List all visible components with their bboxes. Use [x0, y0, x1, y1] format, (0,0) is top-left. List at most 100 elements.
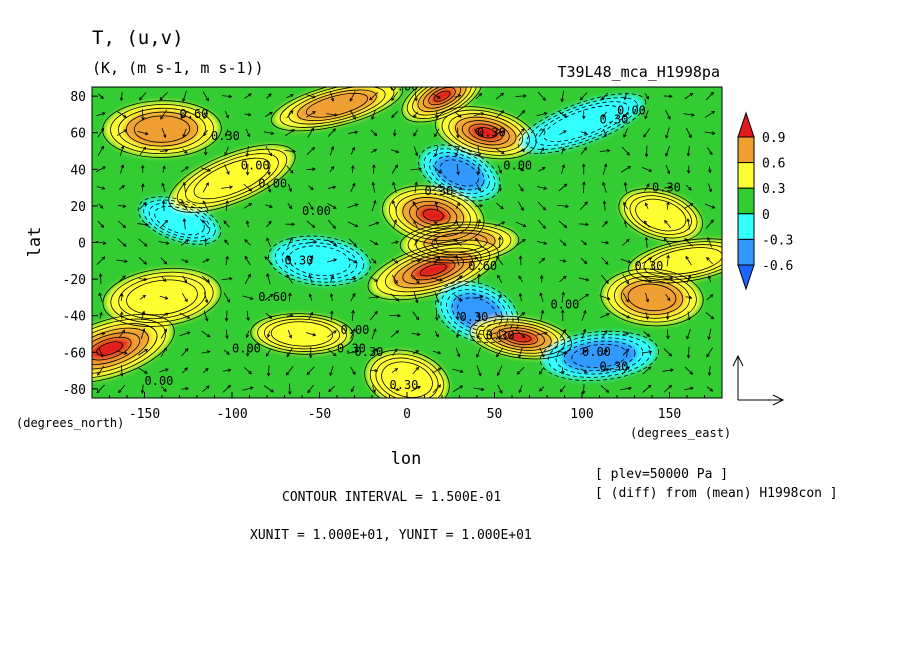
wind-vector [243, 203, 253, 209]
wind-vector [159, 92, 168, 101]
wind-vector [602, 220, 608, 228]
colorbar-top-arrow [737, 111, 755, 138]
wind-vector [266, 330, 271, 339]
wind-vector [560, 309, 565, 322]
wind-vector [558, 183, 568, 192]
wind-vector [203, 310, 209, 322]
wind-vector [622, 274, 630, 285]
wind-vector [141, 108, 145, 121]
wind-vector [120, 164, 125, 174]
wind-vector [137, 222, 149, 227]
wind-vector [686, 346, 691, 359]
wind-vector [518, 385, 523, 394]
wind-vector [599, 148, 611, 153]
wind-vector [391, 274, 398, 284]
wind-vector [267, 163, 271, 176]
contour-label: 0.30 [425, 184, 454, 198]
wind-vector [203, 237, 208, 247]
wind-vector [663, 348, 673, 357]
wind-vector [707, 328, 712, 341]
wind-vector [518, 346, 523, 359]
colorbar-swatch [737, 187, 755, 215]
wind-vector [350, 146, 355, 155]
wind-vector [708, 183, 713, 193]
wind-vector [305, 332, 317, 337]
contour-label: 0.60 [468, 259, 497, 273]
wind-vector [161, 199, 166, 212]
wind-vector [498, 236, 502, 249]
wind-vector [159, 368, 169, 373]
wind-vector [579, 201, 588, 211]
contour-ring [270, 87, 404, 132]
contour-label: 0.00 [302, 204, 331, 218]
wind-vector [602, 163, 608, 175]
wind-vector [96, 256, 106, 265]
wind-vector [392, 348, 398, 356]
wind-vector [494, 221, 506, 227]
wind-vector [644, 202, 649, 209]
wind-vector [288, 292, 292, 302]
wind-vector [413, 111, 419, 118]
wind-vector [537, 219, 546, 229]
wind-vector [137, 130, 149, 136]
wind-vector [160, 109, 168, 120]
wind-vector [286, 165, 294, 174]
wind-vector [684, 203, 694, 209]
wind-vector [621, 366, 630, 375]
wind-vector [476, 347, 481, 358]
wind-vector [687, 311, 691, 321]
contour-label: 0.00 [145, 374, 174, 388]
wind-vector [327, 128, 336, 137]
wind-vector [181, 200, 188, 211]
anomaly-center [252, 314, 352, 354]
contour-label: 0.30 [337, 341, 366, 355]
wind-vector [305, 240, 317, 244]
wind-vector [307, 127, 315, 138]
wind-vector [120, 292, 124, 302]
wind-vector [327, 348, 337, 357]
wind-vector [222, 368, 232, 373]
wind-vector [266, 365, 271, 377]
wind-vector [287, 329, 293, 339]
wind-vector [620, 258, 632, 264]
wind-vector [350, 292, 356, 302]
wind-vector [391, 240, 399, 244]
wind-vector [432, 350, 442, 355]
wind-vector [705, 91, 715, 101]
wind-vector [412, 311, 420, 321]
wind-vector [389, 313, 402, 318]
x-axis: -150 -100 -50 0 50 100 150 [109, 392, 705, 422]
wind-vector [578, 277, 590, 282]
wind-vector [516, 148, 526, 154]
wind-vector [434, 221, 440, 227]
wind-vector [601, 92, 609, 100]
wind-vector [599, 295, 611, 301]
wind-vector [246, 311, 250, 322]
wind-vector [516, 330, 526, 339]
wind-vector [432, 165, 442, 174]
wind-vector [306, 111, 316, 118]
wind-vector [684, 92, 694, 100]
wind-vector [118, 329, 126, 338]
wind-vector [453, 185, 463, 190]
wind-vector [349, 277, 357, 281]
x-tick-label: 0 [403, 407, 411, 422]
wind-vector [350, 366, 356, 375]
wind-vector [225, 200, 229, 211]
wind-vector [159, 149, 169, 153]
wind-vector [539, 274, 544, 283]
wind-vector [201, 275, 211, 283]
wind-vector [704, 131, 716, 135]
wind-vector [390, 149, 400, 154]
wind-vector [473, 112, 485, 116]
wind-vector [140, 164, 145, 173]
wind-vector [326, 113, 339, 117]
wind-vector [704, 110, 716, 118]
wind-vector [328, 385, 335, 393]
wind-vector [97, 220, 105, 228]
wind-vector [600, 274, 609, 284]
wind-vector [536, 186, 548, 190]
wind-vector [686, 146, 691, 157]
wind-vector [327, 203, 337, 209]
